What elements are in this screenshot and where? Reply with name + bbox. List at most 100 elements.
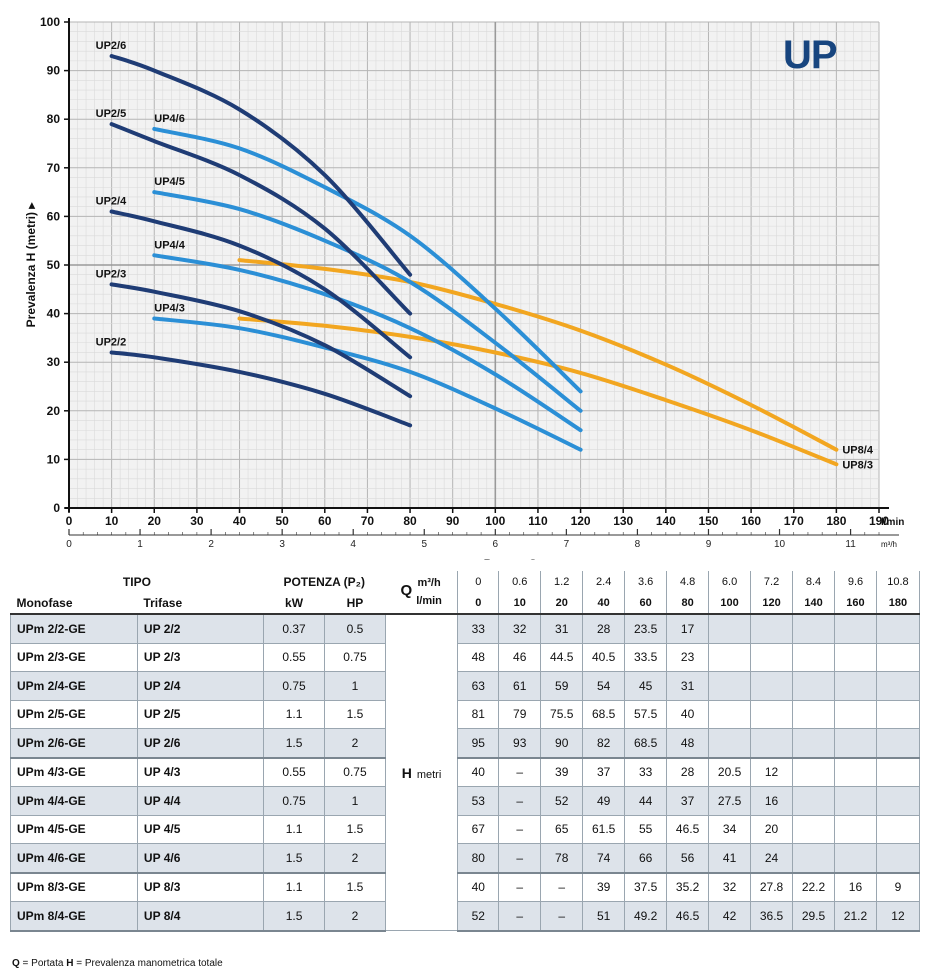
monofase-model: UPm 4/6-GE: [10, 843, 138, 873]
x-tick-label: 40: [233, 514, 247, 528]
note-h-letter: H: [66, 958, 74, 969]
trifase-model: UP 2/5: [136, 699, 264, 729]
head-value: 56: [666, 843, 710, 873]
head-value: 12: [750, 756, 794, 787]
trifase-model: UP 4/6: [136, 843, 264, 873]
head-value: [875, 642, 921, 672]
trifase-model: UP 2/4: [136, 671, 264, 701]
head-value: 9: [875, 871, 921, 902]
y-tick-label: 70: [47, 161, 61, 175]
head-value: 74: [582, 843, 626, 873]
table-row: UPm 4/4-GE UP 4/4 0.75 1 53–52 49 44 37 27.5 16: [10, 786, 921, 816]
curve-up8-4: [237, 258, 839, 452]
y-tick-label: 30: [47, 355, 61, 369]
x-tick-label: 80: [403, 514, 417, 528]
trifase-model: UP 2/6: [136, 728, 264, 758]
head-value: [750, 613, 794, 644]
table-row: UPm 2/3-GE UP 2/3 0.55 0.75 48 46 44.5 40.5 33.5…: [10, 642, 921, 672]
curve-up4-3: [152, 316, 583, 452]
head-value: 79: [498, 699, 542, 729]
head-value: 36.5: [750, 901, 794, 932]
q-m3h-value: 6.0: [708, 571, 752, 592]
head-value: 78: [540, 843, 584, 873]
q-m3h-value: 3.6: [624, 571, 668, 592]
q-unit-lmin: l/min: [416, 595, 442, 607]
head-value: 35.2: [666, 871, 710, 902]
table-row: UPm 4/5-GE UP 4/5 1.1 1.5 67–65 61.5 55 46.5 34 2…: [10, 814, 921, 844]
head-value: [875, 843, 921, 873]
head-value: 67: [457, 814, 500, 844]
x2-tick-label: 1: [137, 539, 143, 550]
hp-header: HP: [324, 592, 386, 615]
head-value: 32: [498, 613, 542, 644]
head-value: [834, 843, 877, 873]
q-m3h-value: 8.4: [792, 571, 835, 592]
head-value: [875, 786, 921, 816]
curve-up4-4: [152, 253, 583, 433]
curve-label-up2-3: UP2/3: [96, 268, 127, 280]
head-value: 33: [457, 613, 500, 644]
head-value: [708, 671, 752, 701]
table-row: UPm 8/3-GE UP 8/3 1.1 1.5 40– –39 37.5 35.2 32 27…: [10, 871, 921, 902]
power-kw: 0.75: [262, 671, 326, 701]
curve-up4-5: [152, 190, 583, 413]
curve-up2-2: [109, 350, 413, 428]
power-kw: 1.1: [262, 871, 326, 902]
curve-label-up2-2: UP2/2: [96, 336, 127, 348]
q-lmin-value: 160: [834, 592, 877, 615]
head-value: 31: [540, 613, 584, 644]
head-value: 61.5: [582, 814, 626, 844]
head-value: 27.8: [750, 871, 794, 902]
x2-tick-label: 7: [564, 539, 570, 550]
y-tick-label: 100: [40, 15, 60, 29]
x2-tick-label: 6: [493, 539, 499, 550]
head-value: [834, 786, 877, 816]
q-lmin-value: 140: [792, 592, 835, 615]
x-tick-label: 190: [869, 514, 889, 528]
potenza-header: POTENZA (P₂): [263, 571, 386, 592]
curve-label-up2-4: UP2/4: [96, 196, 127, 208]
x2-unit-label: m³/h: [881, 540, 897, 549]
head-value: 44: [624, 786, 668, 816]
power-kw: 1.1: [262, 814, 326, 844]
head-value: 55: [624, 814, 668, 844]
y-tick-label: 20: [47, 404, 61, 418]
table-row: UPm 2/4-GE UP 2/4 0.75 1 63 61 59 54 45 31: [10, 671, 921, 701]
head-value: 49: [582, 786, 626, 816]
trifase-model: UP 2/3: [136, 642, 264, 672]
head-value: 20.5: [708, 756, 752, 787]
x2-tick-label: 3: [279, 539, 285, 550]
head-value: 24: [750, 843, 794, 873]
head-value: 37: [666, 786, 710, 816]
head-value: [792, 786, 835, 816]
head-value: [834, 699, 877, 729]
x-tick-label: 20: [148, 514, 162, 528]
trifase-model: UP 4/5: [136, 814, 264, 844]
curve-label-up4-5: UP4/5: [154, 176, 185, 188]
head-value: 23.5: [624, 613, 668, 644]
head-value: 45: [624, 671, 668, 701]
q-lmin-value: 180: [875, 592, 921, 615]
head-value: [792, 613, 835, 644]
x2-tick-label: 9: [706, 539, 712, 550]
y-tick-label: 80: [47, 112, 61, 126]
power-hp: 1.5: [324, 871, 386, 902]
y-tick-label: 40: [47, 307, 61, 321]
head-value: [708, 699, 752, 729]
monofase-header: Monofase: [10, 592, 138, 615]
head-value: 46.5: [666, 901, 710, 932]
head-value: 21.2: [834, 901, 877, 932]
q-m3h-value: 10.8: [875, 571, 921, 592]
trifase-model: UP 8/4: [136, 901, 264, 932]
head-value: 63: [457, 671, 500, 701]
curve-label-up2-6: UP2/6: [96, 40, 127, 52]
q-m3h-value: 1.2: [540, 571, 584, 592]
head-value: 46: [498, 642, 542, 672]
power-kw: 1.1: [262, 699, 326, 729]
x-tick-label: 120: [571, 514, 591, 528]
q-m3h-value: 4.8: [666, 571, 710, 592]
